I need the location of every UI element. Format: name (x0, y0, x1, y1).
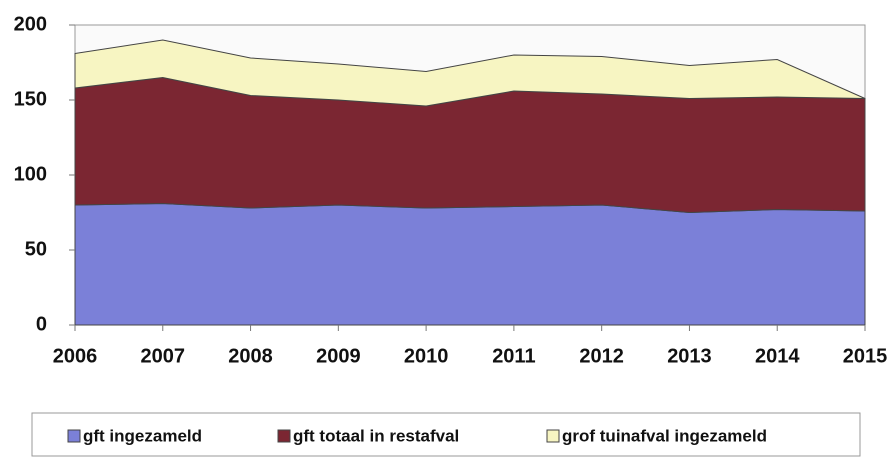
legend-label: gft totaal in restafval (293, 426, 459, 445)
legend-swatch (546, 429, 560, 443)
legend-swatch (67, 429, 81, 443)
y-tick-label: 150 (14, 88, 47, 110)
x-tick-label: 2015 (843, 345, 888, 367)
x-tick-label: 2006 (53, 345, 98, 367)
x-tick-label: 2010 (404, 345, 449, 367)
y-tick-label: 0 (36, 313, 47, 335)
x-tick-label: 2011 (492, 345, 535, 367)
legend-swatch (277, 429, 291, 443)
area (74, 202, 866, 326)
x-tick-label: 2012 (579, 345, 624, 367)
x-tick-label: 2013 (667, 345, 712, 367)
y-tick-label: 100 (14, 163, 47, 185)
legend-label: grof tuinafval ingezameld (562, 426, 767, 445)
x-tick-label: 2009 (316, 345, 361, 367)
y-tick-label: 200 (14, 13, 47, 35)
x-tick-label: 2014 (755, 345, 800, 367)
y-tick-label: 50 (25, 238, 47, 260)
legend-label: gft ingezameld (83, 426, 202, 445)
area (74, 39, 866, 107)
x-tick-label: 2008 (228, 345, 273, 367)
x-tick-label: 2007 (141, 345, 186, 367)
legend-box (31, 412, 861, 457)
